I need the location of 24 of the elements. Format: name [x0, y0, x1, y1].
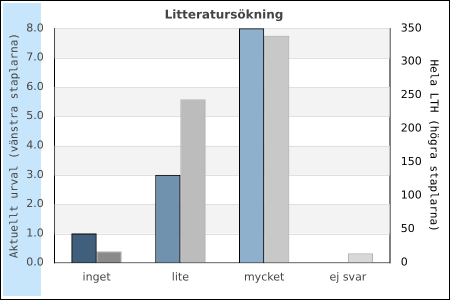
y-axis-title: Aktuellt urval (vänstra staplarna)	[7, 33, 20, 258]
y-tick-label: 5.0	[26, 109, 44, 122]
y2-tick-label: 50	[400, 222, 415, 236]
y-tick-label: 1.0	[26, 226, 44, 240]
y-tick-label: 4.0	[26, 138, 44, 152]
y2-tick-label: 150	[400, 155, 422, 168]
y2-tick-label: 350	[400, 21, 422, 34]
y-tick-label: 8.0	[26, 21, 44, 34]
y2-tick-label: 0	[400, 256, 408, 269]
y2-tick-label: 100	[400, 188, 422, 202]
y-tick-label: 2.0	[26, 197, 44, 210]
x-tick-label: ej svar	[330, 270, 367, 284]
y2-axis-title: Hela LTH (högra staplarna)	[428, 60, 441, 232]
y-tick-label: 3.0	[26, 168, 44, 181]
x-tick-label: inget	[82, 270, 112, 284]
chart-title: Litteratursökning	[164, 7, 284, 22]
y2-tick-label: 250	[400, 88, 422, 102]
y-tick-label: 0.0	[26, 256, 44, 269]
y2-tick-label: 300	[400, 54, 422, 68]
x-tick-label: mycket	[244, 270, 285, 284]
y-tick-label: 6.0	[26, 80, 44, 93]
x-tick-label: lite	[172, 270, 190, 284]
y2-tick-label: 200	[400, 122, 422, 135]
y-tick-label: 7.0	[26, 50, 44, 64]
